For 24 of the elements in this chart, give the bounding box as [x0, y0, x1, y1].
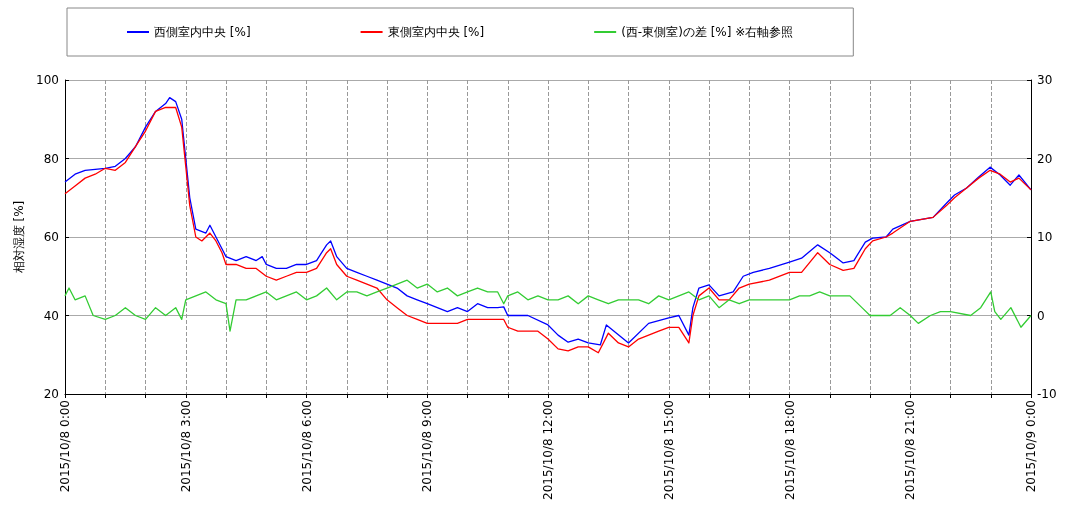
y-tick-label: 100: [36, 73, 59, 87]
y-tick-label: 20: [43, 387, 59, 401]
y2-tick-label: 30: [1037, 73, 1053, 87]
x-tick-label: 2015/10/9 0:00: [1024, 400, 1038, 493]
x-tick-label: 2015/10/8 18:00: [782, 400, 797, 500]
y-tick-label: 80: [43, 151, 59, 166]
x-tick-label: 2015/10/8 9:00: [420, 400, 435, 493]
x-tick-label: 2015/10/8 0:00: [58, 400, 72, 493]
line-series: [64, 279, 1032, 332]
y2-tick-label: 10: [1037, 230, 1053, 244]
x-tick-label: 2015/10/8 21:00: [903, 400, 918, 500]
y2-tick-label: -10: [1037, 387, 1057, 401]
y-tick-label: 60: [43, 230, 59, 244]
y2-tick-label: 20: [1037, 151, 1053, 166]
y-tick-label: 40: [43, 308, 59, 323]
legend-label: 西側室内中央 [%]: [154, 25, 251, 39]
legend-label: (西-東側室)の差 [%] ※右軸参照: [621, 25, 794, 39]
x-tick-label: 2015/10/8 3:00: [178, 400, 193, 493]
x-tick-label: 2015/10/8 12:00: [541, 400, 555, 500]
x-tick-label: 2015/10/8 6:00: [299, 400, 314, 493]
y-axis-title: 相対湿度 [%]: [12, 200, 27, 274]
x-tick-label: 2015/10/8 15:00: [661, 400, 676, 500]
legend-label: 東側室内中央 [%]: [387, 25, 485, 39]
y2-tick-label: 0: [1037, 308, 1045, 323]
